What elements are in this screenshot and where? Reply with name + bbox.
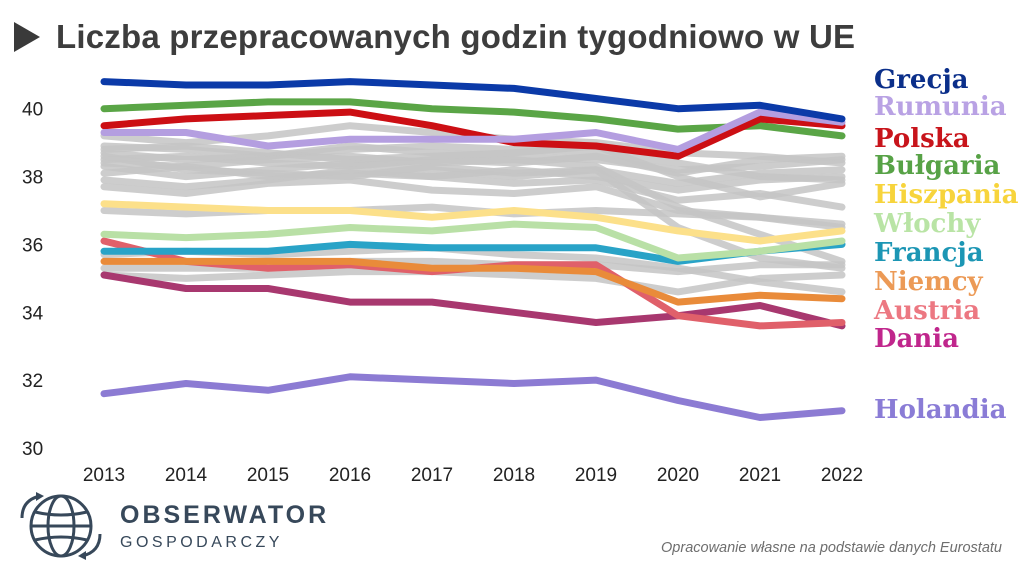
background-series-line — [100, 166, 846, 211]
logo-name: OBSERWATOR — [120, 500, 330, 529]
legend-label-rumunia: Rumunia — [874, 92, 1007, 122]
series-line-grecja — [100, 78, 846, 123]
logo: OBSERWATOR GOSPODARCZY — [18, 488, 329, 564]
y-tick-label: 40 — [22, 100, 43, 121]
source-note: Opracowanie własne na podstawie danych E… — [661, 540, 1002, 556]
legend-label-austria: Austria — [873, 296, 980, 326]
series-line-niemcy — [100, 257, 846, 306]
x-tick-label: 2018 — [493, 465, 535, 486]
legend-label-niemcy: Niemcy — [874, 267, 984, 297]
legend-label-bułgaria: Bułgaria — [874, 151, 1000, 181]
x-axis: 2013 2014 2015 2016 2017 2018 2019 2020 2021 2022 — [83, 465, 863, 486]
x-tick-label: 2020 — [657, 465, 699, 486]
legend-label-hiszpania: Hiszpania — [874, 180, 1019, 210]
series-line-włochy — [100, 220, 846, 262]
title-bar: Liczba przepracowanych godzin tygodniowo… — [14, 12, 855, 62]
play-triangle-icon — [14, 22, 40, 52]
legend-label-włochy: Włochy — [873, 209, 981, 239]
legend-label-dania: Dania — [874, 324, 959, 354]
background-series-line — [100, 152, 846, 272]
x-tick-label: 2013 — [83, 465, 125, 486]
x-tick-label: 2021 — [739, 465, 781, 486]
x-tick-label: 2022 — [821, 465, 863, 486]
legend-label-francja: Francja — [874, 238, 984, 268]
x-tick-label: 2015 — [247, 465, 289, 486]
background-series-line — [100, 142, 846, 201]
series-line-polska — [100, 108, 846, 160]
y-tick-label: 32 — [22, 371, 43, 392]
y-tick-label: 36 — [22, 235, 43, 256]
legend-label-grecja: Grecja — [874, 65, 969, 95]
legend: GrecjaRumuniaPolskaBułgariaHiszpaniaWłoc… — [873, 65, 1019, 425]
series-line-holandia — [100, 373, 846, 421]
highlight-series-group — [100, 78, 846, 421]
legend-label-polska: Polska — [874, 124, 970, 154]
x-tick-label: 2016 — [329, 465, 371, 486]
logo-subtitle: GOSPODARCZY — [120, 533, 283, 551]
globe-icon — [20, 492, 102, 560]
y-tick-label: 34 — [22, 303, 44, 324]
y-tick-label: 30 — [22, 439, 43, 460]
x-tick-label: 2014 — [165, 465, 208, 486]
series-line-hiszpania — [100, 200, 846, 245]
background-series-line — [100, 268, 846, 296]
series-line-dania — [100, 271, 846, 330]
series-line-rumunia — [100, 108, 846, 153]
x-tick-label: 2017 — [411, 465, 453, 486]
background-series-line — [100, 152, 846, 265]
chart-title: Liczba przepracowanych godzin tygodniowo… — [56, 18, 856, 55]
x-tick-label: 2019 — [575, 465, 617, 486]
y-tick-label: 38 — [22, 168, 43, 189]
y-axis: 30 32 34 36 38 40 — [22, 100, 44, 460]
legend-label-holandia: Holandia — [874, 395, 1007, 425]
